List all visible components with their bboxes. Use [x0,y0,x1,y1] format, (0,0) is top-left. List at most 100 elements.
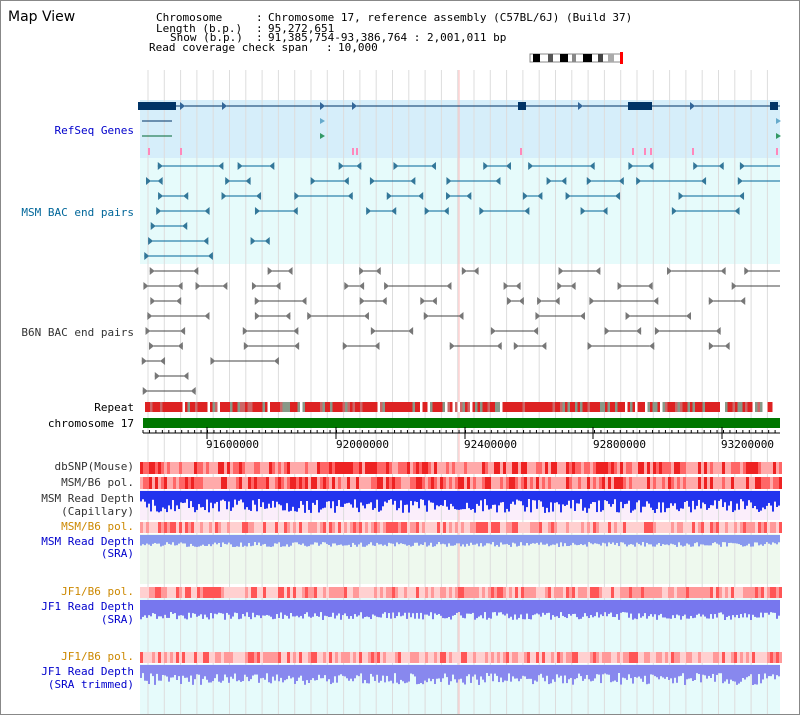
msm-b6-pol-strip [482,522,485,533]
msm-depth-cap-bar [748,491,750,501]
repeat-block [455,402,458,412]
msm-depth-cap-bar [666,491,668,509]
repeat-block [545,402,548,412]
jf1-b6-pol-strip [233,587,236,598]
jf1-depth-sra-bar [498,600,500,613]
track-label-refseq[interactable]: RefSeq Genes [54,124,134,137]
jf1-depth-sra-bar [672,600,674,616]
jf1-depth-sra-bar [640,600,642,618]
msm-b6-pol-strip [611,522,614,533]
bac-end [561,177,567,185]
jf1-b6-pol-strip [590,587,593,598]
msm-depth-sra-bar [146,535,148,544]
msm-depth-cap-bar [466,491,468,503]
msm-b6-pol-strip [320,477,323,489]
repeat-block [300,402,303,412]
axis-tick-label: 93200000 [721,438,774,451]
jf1-depth-trim-bar [258,665,260,683]
msm-b6-pol-strip [509,477,512,489]
jf1-b6-pol-strip [551,587,554,598]
msm-depth-sra-bar [356,535,358,547]
track-label-repeat[interactable]: Repeat [94,401,134,414]
msm-depth-cap-bar [288,491,290,512]
msm-b6-pol-strip [770,477,773,489]
jf1-depth-sra-bar [412,600,414,614]
msm-depth-cap-bar [640,491,642,513]
jf1-b6-pol-strip [536,652,539,663]
jf1-depth-sra-bar [232,600,234,617]
jf1-depth-sra-bar [622,600,624,613]
bac-end [618,177,624,185]
jf1-b6-pol-strip [167,652,170,663]
msm-b6-pol-strip [725,477,728,489]
jf1-b6-pol-strip [383,652,386,663]
dbsnp-strip [512,462,515,474]
msm-b6-pol-strip [581,477,584,489]
jf1-b6-pol-strip [308,652,311,663]
jf1-depth-sra-bar [458,600,460,613]
track-label-msm-depth-cap[interactable]: MSM Read Depth [41,492,134,505]
track-label-jf1-depth-trim[interactable]: JF1 Read Depth [41,665,134,678]
track-label-b6n-bac[interactable]: B6N BAC end pairs [21,326,134,339]
jf1-b6-pol-strip [236,587,239,598]
chromosome-ideogram[interactable] [528,52,628,64]
jf1-depth-trim-bar [544,665,546,682]
dbsnp-strip [746,462,749,474]
jf1-b6-pol-strip [326,652,329,663]
jf1-depth-sra-bar [144,600,146,616]
jf1-depth-trim-bar [774,665,776,680]
jf1-depth-sra-bar [644,600,646,614]
msm-depth-sra-bar [230,535,232,545]
repeat-block [627,402,630,412]
jf1-depth-sra-bar [582,600,584,617]
jf1-depth-trim-bar [468,665,470,675]
msm-depth-sra-bar [144,535,146,546]
jf1-b6-pol-strip [479,652,482,663]
msm-depth-sra-bar [682,535,684,547]
repeat-block [575,402,578,412]
track-label-msm-b6-pol[interactable]: MSM/B6 pol. [61,476,134,489]
msm-b6-pol-strip [473,522,476,533]
track-label-dbsnp[interactable]: dbSNP(Mouse) [54,460,134,473]
msm-b6-pol-strip [638,477,641,489]
track-label-msm-b6-pol-2[interactable]: MSM/B6 pol. [61,520,134,533]
jf1-depth-sra-bar [552,600,554,616]
bac-end [154,372,160,380]
jf1-b6-pol-strip [152,652,155,663]
jf1-b6-pol-strip [743,587,746,598]
dbsnp-strip [608,462,611,474]
track-label-msm-depth-sra[interactable]: MSM Read Depth [41,535,134,548]
track-label-jf1-depth-sra[interactable]: JF1 Read Depth [41,600,134,613]
msm-b6-pol-strip [599,477,602,489]
jf1-depth-trim-bar [536,665,538,682]
msm-b6-pol-strip [284,522,287,533]
msm-b6-pol-strip [227,522,230,533]
jf1-b6-pol-strip [692,587,695,598]
jf1-depth-sra-bar [428,600,430,616]
dbsnp-strip [653,462,656,474]
bac-end [718,162,724,170]
jf1-depth-trim-bar [400,665,402,680]
msm-b6-pol-strip [164,522,167,533]
msm-depth-sra-bar [186,535,188,547]
msm-b6-pol-strip [653,522,656,533]
track-label-jf1-b6-pol-2[interactable]: JF1/B6 pol. [61,650,134,663]
jf1-b6-pol-strip [371,652,374,663]
msm-b6-pol-strip [452,477,455,489]
track-label-jf1-b6-pol[interactable]: JF1/B6 pol. [61,585,134,598]
jf1-b6-pol-strip [347,652,350,663]
jf1-depth-trim-bar [364,665,366,681]
msm-depth-sra-bar [614,535,616,545]
msm-depth-sra-bar [334,535,336,544]
track-label-msm-bac[interactable]: MSM BAC end pairs [21,206,134,219]
repeat-block [395,402,398,412]
repeat-block [655,402,658,412]
repeat-block [375,402,378,412]
dbsnp-strip [293,462,296,474]
jf1-b6-pol-strip [344,587,347,598]
msm-b6-pol-strip [398,477,401,489]
dbsnp-strip [350,462,353,474]
msm-b6-pol-strip [593,477,596,489]
axis-tick-label: 91600000 [206,438,259,451]
